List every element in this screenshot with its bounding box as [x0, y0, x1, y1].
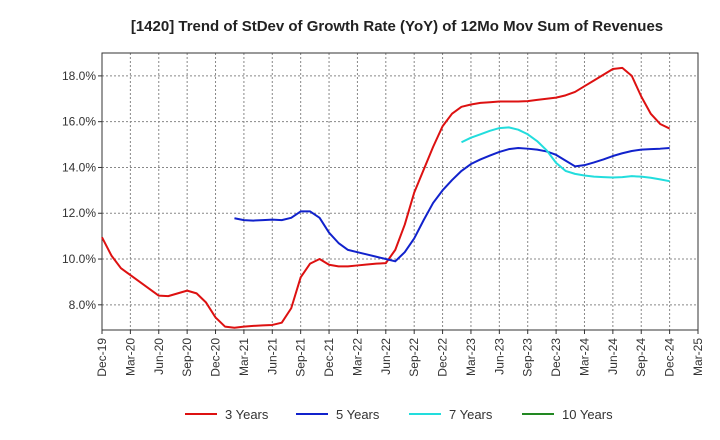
x-tick-label: Dec-24 [663, 338, 677, 377]
legend-label: 3 Years [225, 407, 269, 422]
x-axis-ticks: Dec-19 Mar-20 Jun-20 Sep-20 Dec-20 Mar-21 Jun-… [95, 330, 705, 377]
legend: 3 Years 5 Years 7 Years 10 Years [185, 407, 613, 422]
y-tick-label: 14.0% [62, 160, 96, 174]
x-tick-label: Dec-21 [322, 338, 336, 377]
x-tick-label: Mar-20 [123, 338, 137, 376]
x-tick-label: Mar-22 [350, 338, 364, 376]
x-tick-label: Dec-19 [95, 338, 109, 377]
series-line-7-years [461, 126, 670, 183]
legend-label: 7 Years [449, 407, 493, 422]
y-tick-label: 16.0% [62, 115, 96, 129]
x-tick-label: Jun-22 [379, 338, 393, 375]
x-tick-label: Sep-20 [180, 338, 194, 377]
x-tick-label: Jun-23 [492, 338, 506, 375]
x-tick-label: Dec-22 [436, 338, 450, 377]
y-tick-label: 18.0% [62, 69, 96, 83]
chart-title: [1420] Trend of StDev of Growth Rate (Yo… [131, 18, 663, 35]
legend-label: 5 Years [336, 407, 380, 422]
x-tick-label: Mar-23 [464, 338, 478, 376]
x-tick-label: Sep-24 [634, 338, 648, 377]
legend-label: 10 Years [562, 407, 613, 422]
x-tick-label: Jun-20 [152, 338, 166, 375]
x-tick-label: Jun-24 [606, 338, 620, 375]
plot-area [102, 53, 698, 330]
x-tick-label: Jun-21 [265, 338, 279, 375]
y-tick-label: 12.0% [62, 206, 96, 220]
x-tick-label: Mar-25 [691, 338, 705, 376]
x-tick-label: Mar-24 [577, 338, 591, 376]
series-layer [101, 66, 671, 329]
plot-frame [101, 52, 699, 331]
x-tick-label: Dec-23 [549, 338, 563, 377]
series-line-5-years [234, 147, 670, 263]
series-line-3-years [101, 66, 671, 329]
x-tick-label: Sep-23 [521, 338, 535, 377]
x-tick-label: Dec-20 [209, 338, 223, 377]
x-tick-label: Sep-21 [294, 338, 308, 377]
y-tick-label: 10.0% [62, 252, 96, 266]
grid-lines [101, 53, 699, 330]
y-tick-label: 8.0% [69, 298, 97, 312]
x-tick-label: Mar-21 [237, 338, 251, 376]
x-tick-label: Sep-22 [407, 338, 421, 377]
y-axis-ticks: 8.0% 10.0% 12.0% 14.0% 16.0% 18.0% [62, 69, 102, 312]
